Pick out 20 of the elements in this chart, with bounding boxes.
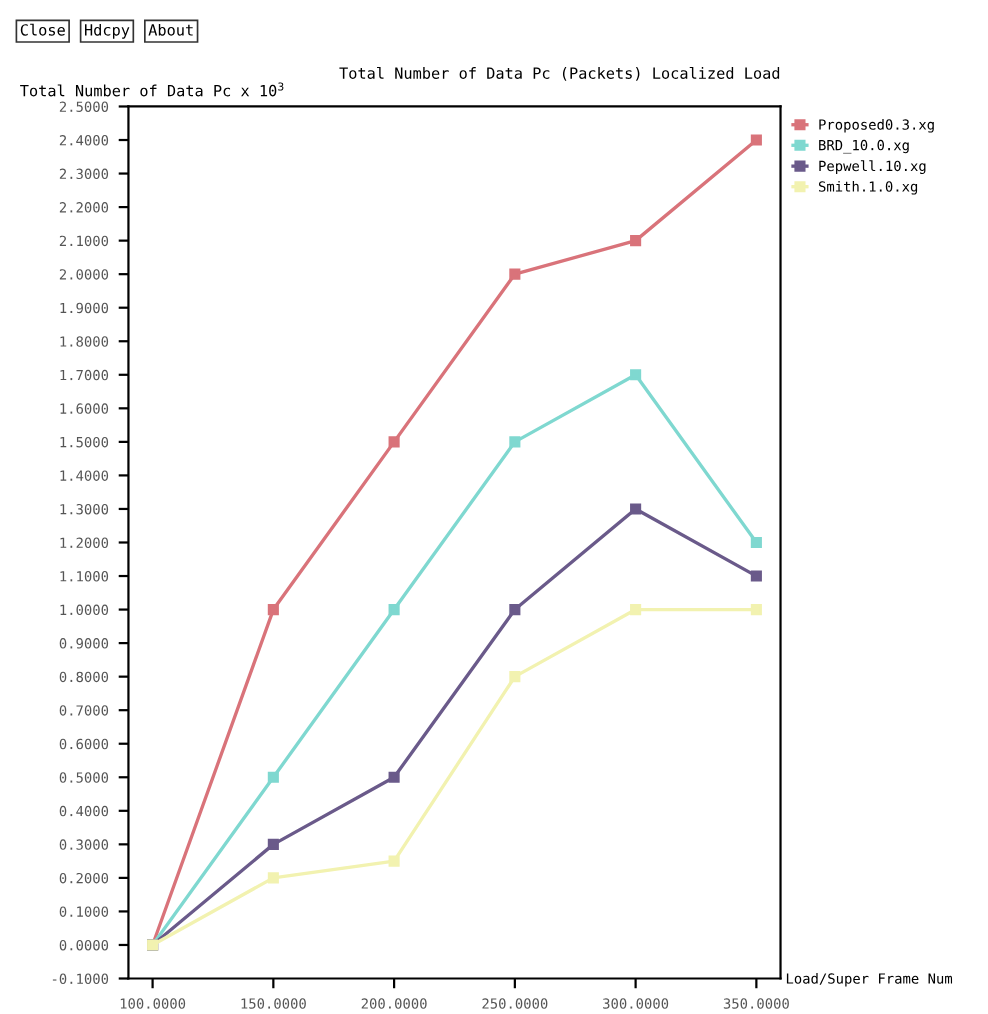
point — [630, 604, 642, 616]
point — [267, 771, 279, 783]
point — [750, 604, 762, 616]
point — [388, 771, 400, 783]
point — [630, 369, 642, 381]
point — [509, 436, 521, 448]
point — [509, 604, 521, 616]
point — [630, 235, 642, 247]
point — [750, 134, 762, 146]
point — [509, 671, 521, 683]
point — [267, 838, 279, 850]
point — [750, 570, 762, 582]
point — [267, 604, 279, 616]
point — [630, 503, 642, 515]
point — [509, 268, 521, 280]
point — [267, 872, 279, 884]
point — [388, 855, 400, 867]
point — [388, 604, 400, 616]
point — [750, 536, 762, 549]
point — [388, 436, 400, 448]
